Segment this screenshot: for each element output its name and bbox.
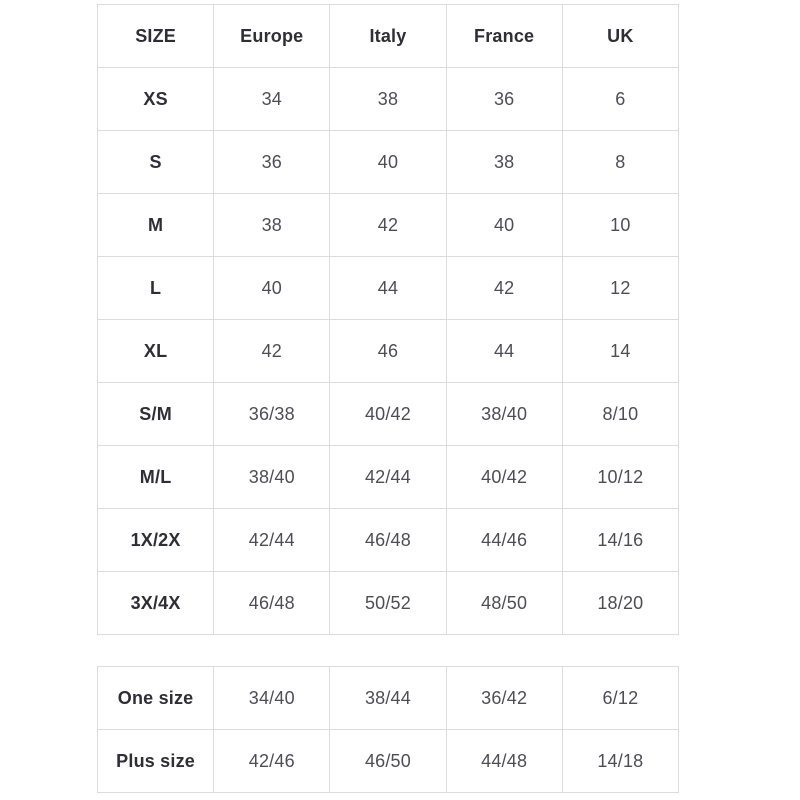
size-table-header: SIZE Europe Italy France UK xyxy=(96,4,680,68)
special-size-table-body: One size 34/40 38/44 36/42 6/12 Plus size 42/4… xyxy=(96,666,680,793)
value-cell: 18/20 xyxy=(561,571,680,635)
value-cell: 38/40 xyxy=(445,382,563,446)
column-header: Italy xyxy=(329,4,447,68)
value-cell: 34 xyxy=(213,67,331,131)
size-label-cell: S xyxy=(96,130,215,194)
size-label-cell: XL xyxy=(96,319,215,383)
value-cell: 14 xyxy=(561,319,680,383)
table-row: Plus size 42/46 46/50 44/48 14/18 xyxy=(96,729,680,793)
value-cell: 40 xyxy=(445,193,563,257)
size-label-cell: 1X/2X xyxy=(96,508,215,572)
value-cell: 6 xyxy=(561,67,680,131)
value-cell: 40 xyxy=(329,130,447,194)
value-cell: 12 xyxy=(561,256,680,320)
column-header: Europe xyxy=(213,4,331,68)
value-cell: 36 xyxy=(445,67,563,131)
value-cell: 40/42 xyxy=(445,445,563,509)
size-label-cell: One size xyxy=(96,666,215,730)
table-row: 1X/2X 42/44 46/48 44/46 14/16 xyxy=(96,508,680,572)
value-cell: 50/52 xyxy=(329,571,447,635)
special-size-table: One size 34/40 38/44 36/42 6/12 Plus size 42/4… xyxy=(96,666,680,793)
value-cell: 6/12 xyxy=(561,666,680,730)
value-cell: 48/50 xyxy=(445,571,563,635)
table-row: One size 34/40 38/44 36/42 6/12 xyxy=(96,666,680,730)
value-cell: 44 xyxy=(329,256,447,320)
size-label-cell: M xyxy=(96,193,215,257)
size-label-cell: L xyxy=(96,256,215,320)
value-cell: 10/12 xyxy=(561,445,680,509)
value-cell: 42 xyxy=(213,319,331,383)
table-row: S/M 36/38 40/42 38/40 8/10 xyxy=(96,382,680,446)
table-row: 3X/4X 46/48 50/52 48/50 18/20 xyxy=(96,571,680,635)
value-cell: 36/38 xyxy=(213,382,331,446)
column-header: France xyxy=(445,4,563,68)
value-cell: 42 xyxy=(329,193,447,257)
size-label-cell: 3X/4X xyxy=(96,571,215,635)
value-cell: 38/40 xyxy=(213,445,331,509)
value-cell: 38 xyxy=(329,67,447,131)
value-cell: 34/40 xyxy=(213,666,331,730)
value-cell: 38 xyxy=(445,130,563,194)
size-label-cell: S/M xyxy=(96,382,215,446)
value-cell: 38 xyxy=(213,193,331,257)
value-cell: 44 xyxy=(445,319,563,383)
value-cell: 44/46 xyxy=(445,508,563,572)
column-header: SIZE xyxy=(96,4,215,68)
table-row: M/L 38/40 42/44 40/42 10/12 xyxy=(96,445,680,509)
size-conversion-table: SIZE Europe Italy France UK XS 34 38 36 6 S 36 40 38… xyxy=(96,4,680,635)
value-cell: 14/18 xyxy=(561,729,680,793)
value-cell: 46/50 xyxy=(329,729,447,793)
value-cell: 42/44 xyxy=(329,445,447,509)
value-cell: 14/16 xyxy=(561,508,680,572)
table-row: M 38 42 40 10 xyxy=(96,193,680,257)
value-cell: 38/44 xyxy=(329,666,447,730)
value-cell: 8/10 xyxy=(561,382,680,446)
table-row: S 36 40 38 8 xyxy=(96,130,680,194)
value-cell: 10 xyxy=(561,193,680,257)
value-cell: 46/48 xyxy=(329,508,447,572)
value-cell: 36 xyxy=(213,130,331,194)
size-table-body: XS 34 38 36 6 S 36 40 38 8 M 38 42 40 10 L 40 44 42 12 XL 42 4… xyxy=(96,67,680,635)
value-cell: 46 xyxy=(329,319,447,383)
value-cell: 42/46 xyxy=(213,729,331,793)
value-cell: 8 xyxy=(561,130,680,194)
value-cell: 46/48 xyxy=(213,571,331,635)
table-row: XL 42 46 44 14 xyxy=(96,319,680,383)
size-label-cell: M/L xyxy=(96,445,215,509)
size-label-cell: Plus size xyxy=(96,729,215,793)
value-cell: 42/44 xyxy=(213,508,331,572)
table-row: L 40 44 42 12 xyxy=(96,256,680,320)
column-header: UK xyxy=(561,4,680,68)
value-cell: 44/48 xyxy=(445,729,563,793)
value-cell: 40 xyxy=(213,256,331,320)
value-cell: 40/42 xyxy=(329,382,447,446)
value-cell: 36/42 xyxy=(445,666,563,730)
table-row: XS 34 38 36 6 xyxy=(96,67,680,131)
header-row: SIZE Europe Italy France UK xyxy=(96,4,680,68)
value-cell: 42 xyxy=(445,256,563,320)
size-label-cell: XS xyxy=(96,67,215,131)
